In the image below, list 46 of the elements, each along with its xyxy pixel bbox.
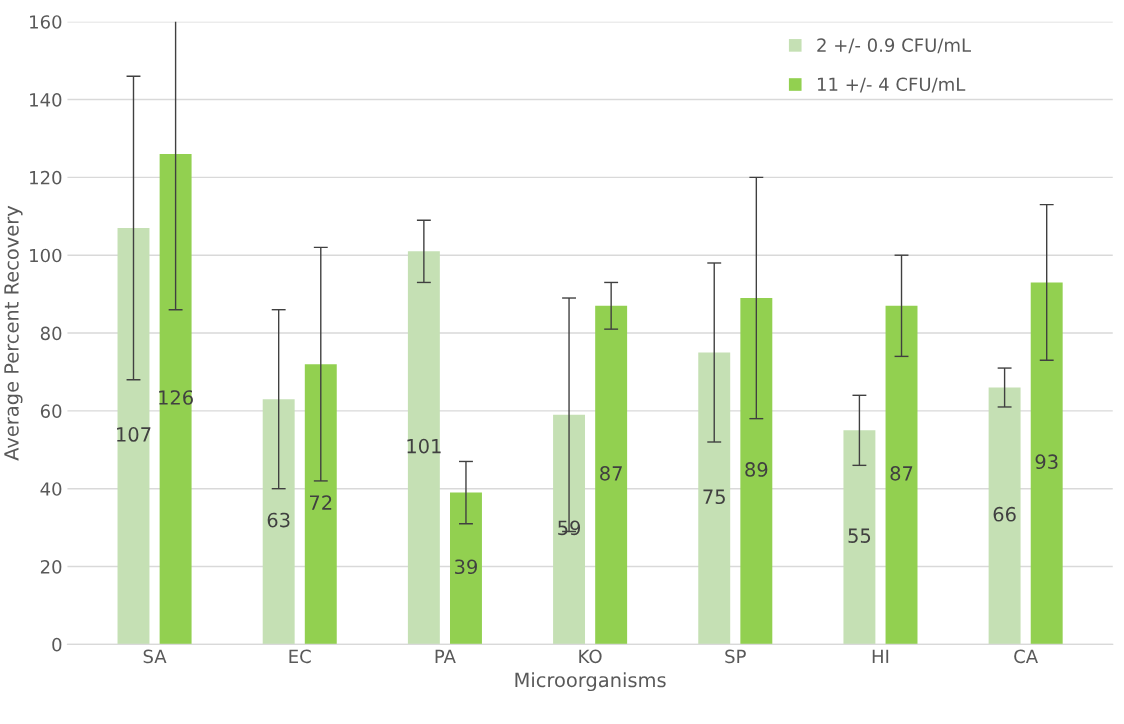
x-tick-label: HI (872, 649, 889, 663)
x-tick-label: EC (289, 649, 311, 664)
bar (159, 154, 192, 645)
data-label: 107 (117, 427, 151, 442)
data-label: 72 (310, 495, 332, 510)
y-tick-label: 120 (30, 170, 62, 185)
data-label: 87 (600, 466, 622, 481)
y-tick-label: 160 (30, 15, 62, 29)
y-tick-label: 140 (30, 93, 62, 107)
legend-label: 2 +/- 0.9 CFU/mL (817, 38, 971, 54)
x-tick-label: SP (725, 649, 746, 664)
bar (407, 251, 440, 645)
bar (304, 364, 337, 645)
data-label: 75 (703, 489, 725, 505)
data-label: 101 (407, 438, 441, 454)
bar (117, 227, 150, 645)
bar (885, 305, 918, 645)
bar (698, 352, 731, 645)
data-label: 93 (1035, 454, 1058, 470)
bar (1030, 282, 1063, 645)
bar (553, 414, 586, 645)
bar (595, 305, 628, 645)
data-label: 66 (993, 506, 1016, 522)
bar (988, 387, 1021, 645)
x-tick-label: SA (143, 649, 167, 664)
y-tick-label: 40 (40, 482, 62, 496)
x-tick-label: KO (579, 649, 602, 664)
y-tick-label: 100 (30, 248, 62, 263)
bar (740, 298, 773, 645)
data-label: 39 (455, 559, 477, 575)
y-tick-label: 60 (40, 404, 62, 418)
data-label: 63 (267, 512, 290, 528)
bar (262, 399, 295, 645)
y-axis-title: Average Percent Recovery (4, 205, 23, 461)
data-label: 55 (848, 528, 871, 543)
legend-label: 11 +/- 4 CFU/mL (817, 77, 966, 93)
data-label: 89 (745, 462, 768, 477)
x-tick-label: CA (1014, 649, 1038, 664)
x-tick-label: PA (435, 649, 456, 663)
bar (843, 430, 876, 645)
x-axis-title: Microorganisms (515, 672, 666, 692)
y-tick-label: 0 (52, 637, 62, 652)
data-label: 87 (890, 466, 913, 481)
y-tick-label: 80 (40, 326, 62, 341)
y-tick-label: 20 (40, 559, 62, 574)
bar (450, 492, 482, 645)
